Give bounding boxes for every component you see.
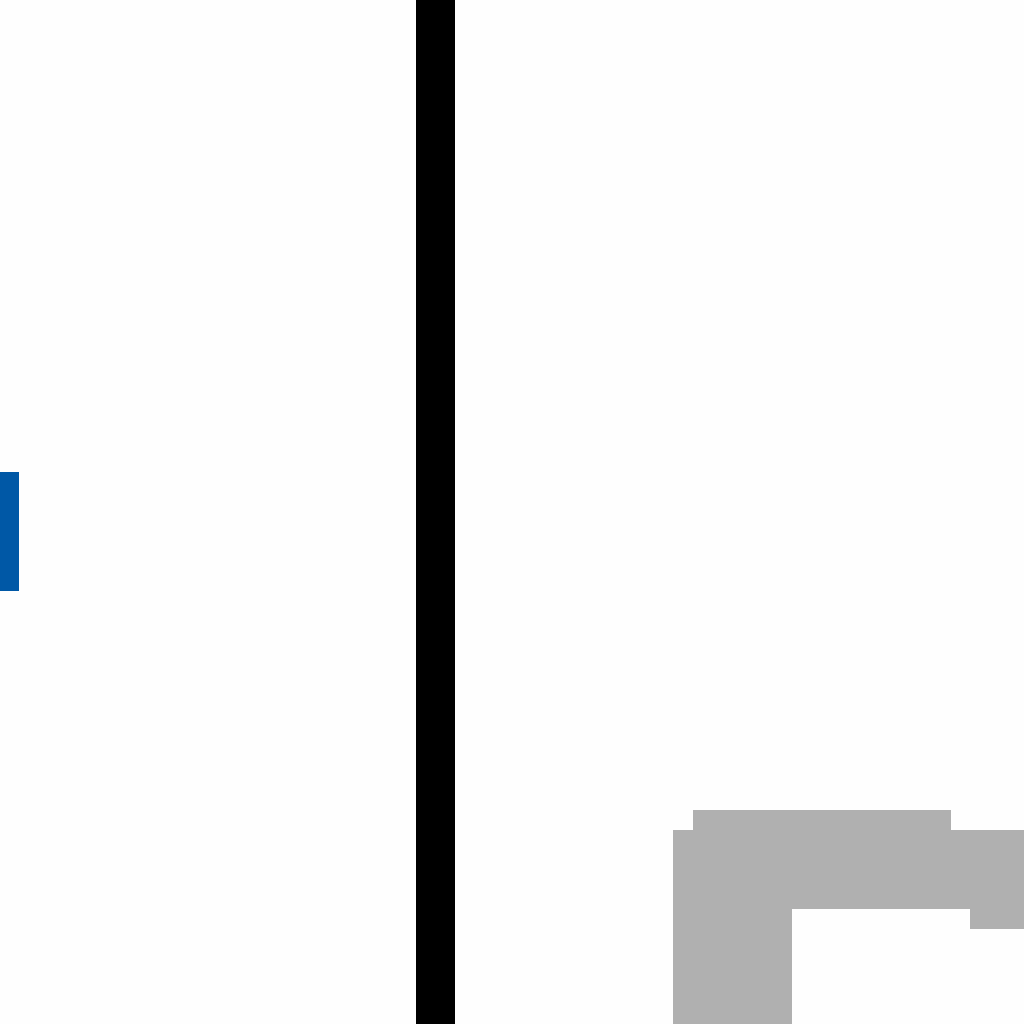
gray-corner-shape-icon [673, 810, 1024, 1024]
accent-tab-icon[interactable] [0, 472, 19, 591]
vertical-divider[interactable] [416, 0, 455, 1024]
gray-corner-shape-path [673, 810, 1024, 1024]
